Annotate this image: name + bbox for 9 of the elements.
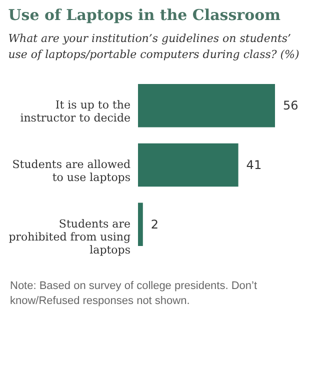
y-tick-label: Students are allowed to use laptops [12, 158, 131, 184]
y-tick-label: It is up to the instructor to decide [20, 98, 130, 125]
y-tick-label: Students are prohibited from using laptops [8, 217, 131, 256]
data-label: 56 [283, 98, 298, 113]
chart-title: Use of Laptops in the Classroom [8, 6, 281, 24]
data-label: 2 [150, 217, 159, 232]
text: Note: Based on survey of college presidents. Don’t know/Refused responses not shown. [10, 279, 258, 309]
chart-subtitle: What are your institution’s guidelines on students’ use of laptops/portable computers during class? (%) [8, 32, 300, 61]
data-label: 41 [246, 158, 262, 172]
